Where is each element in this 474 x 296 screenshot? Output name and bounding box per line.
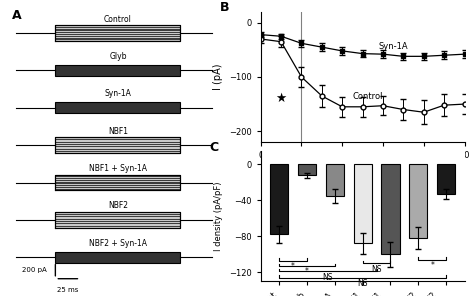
Text: NBF2: NBF2 [108, 202, 128, 210]
Text: Syn-1A: Syn-1A [379, 42, 409, 51]
FancyBboxPatch shape [55, 102, 181, 113]
Bar [298, 165, 316, 175]
Text: Control: Control [353, 92, 383, 101]
Text: Control: Control [104, 15, 132, 24]
Text: Syn-1A: Syn-1A [104, 89, 131, 99]
Text: NS: NS [371, 265, 382, 274]
Y-axis label: I (pA): I (pA) [213, 64, 223, 90]
FancyBboxPatch shape [55, 175, 181, 190]
Text: NS: NS [357, 279, 368, 288]
Text: NBF2 + Syn-1A: NBF2 + Syn-1A [89, 239, 147, 248]
Bar [409, 165, 428, 238]
Text: NBF1 + Syn-1A: NBF1 + Syn-1A [89, 164, 147, 173]
Text: ★: ★ [275, 92, 287, 105]
Text: Glyb: Glyb [109, 52, 127, 61]
X-axis label: Time (min): Time (min) [336, 166, 389, 176]
Text: *: * [305, 267, 309, 276]
Text: 25 ms: 25 ms [57, 287, 79, 293]
FancyBboxPatch shape [55, 252, 181, 263]
Text: NS: NS [322, 273, 333, 282]
Bar [437, 165, 455, 194]
Text: *: * [291, 262, 295, 271]
Text: 200 pA: 200 pA [22, 267, 47, 273]
Bar [326, 165, 344, 196]
Bar [354, 165, 372, 244]
FancyBboxPatch shape [55, 65, 181, 76]
FancyBboxPatch shape [55, 137, 181, 153]
Bar [270, 165, 288, 234]
Text: *: * [430, 261, 434, 270]
Text: B: B [220, 1, 229, 15]
Y-axis label: I density (pA/pF): I density (pA/pF) [214, 181, 223, 251]
Text: NBF1: NBF1 [108, 127, 128, 136]
Bar [382, 165, 400, 254]
FancyBboxPatch shape [55, 212, 181, 228]
FancyBboxPatch shape [55, 25, 181, 41]
Text: C: C [210, 141, 219, 154]
Text: A: A [11, 9, 21, 22]
